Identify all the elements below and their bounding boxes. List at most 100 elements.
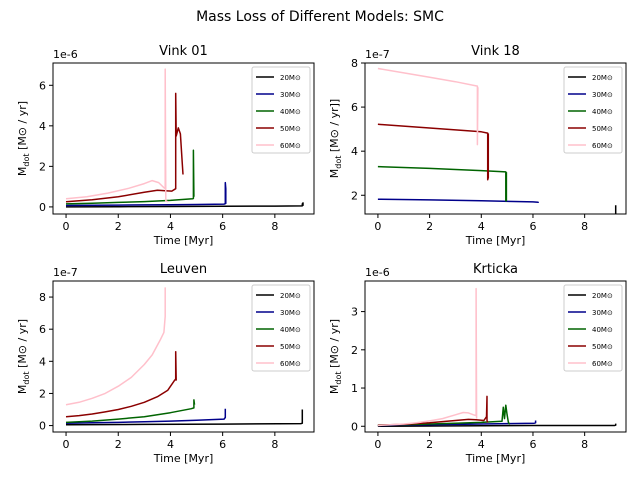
x-tick-label: 2 [115,220,122,233]
legend: 20M⊙ 30M⊙ 40M⊙ 50M⊙ 60M⊙ [251,284,311,372]
legend-label: 20M⊙ [280,74,301,82]
series-line-40msun [65,399,196,424]
series-line-20msun [377,423,617,428]
y-tick-label: 8 [351,57,358,70]
chart-title: Leuven [160,262,207,277]
y-tick-label: 4 [39,120,46,133]
y-tick-label: 3 [351,306,358,319]
chart-title: Vink 18 [471,44,520,59]
x-tick-label: 8 [581,220,588,233]
legend-label: 60M⊙ [280,360,301,368]
series-line-50msun [65,350,177,418]
series-line-50msun [377,395,489,426]
legend-label: 30M⊙ [280,309,301,317]
x-tick-label: 0 [63,438,70,451]
chart-panel-2: 0 2 4 6 8 2 4 6 8 Vink 18 1e-7 Time [Myr] Mdot [M⊙ /… [328,44,627,247]
legend-label: 50M⊙ [592,125,613,133]
legend-label: 50M⊙ [592,343,613,351]
legend: 20M⊙ 30M⊙ 40M⊙ 50M⊙ 60M⊙ [251,66,311,154]
series-lines [65,287,304,426]
axis-offset-text: 1e-7 [53,266,78,279]
x-tick-label: 6 [529,220,536,233]
x-tick-label: 2 [115,438,122,451]
y-tick-label: 8 [39,291,46,304]
x-tick-label: 6 [529,438,536,451]
y-tick-label: 4 [39,355,46,368]
y-tick-label: 0 [351,420,358,433]
x-axis-label: Time [Myr] [153,234,214,247]
x-tick-label: 6 [219,220,226,233]
series-lines [377,287,617,428]
axes-frame [52,62,315,215]
x-tick-label: 8 [271,220,278,233]
chart-title: Krticka [473,262,518,277]
legend-label: 30M⊙ [280,91,301,99]
y-axis-label: Mdot [M⊙ / yr] [16,101,31,176]
x-tick-label: 0 [374,220,381,233]
legend-label: 40M⊙ [592,326,613,334]
chart-panel-4: 0 2 4 6 8 0 1 2 3 Krticka 1e-6 Time [Myr] Mdot [M⊙ /… [328,262,627,465]
x-tick-label: 0 [374,438,381,451]
y-tick-label: 0 [39,420,46,433]
x-axis-label: Time [Myr] [465,452,526,465]
y-axis-label: Mdot [M⊙ / yr] [328,319,343,394]
axes-frame [52,280,315,433]
legend-label: 50M⊙ [280,125,301,133]
legend-label: 40M⊙ [592,108,613,116]
y-tick-label: 1 [351,382,358,395]
x-tick-label: 4 [167,220,174,233]
x-tick-label: 4 [167,438,174,451]
axes-frame [364,62,627,215]
legend-label: 20M⊙ [280,292,301,300]
legend-label: 20M⊙ [592,74,613,82]
x-axis-label: Time [Myr] [153,452,214,465]
y-tick-label: 6 [351,101,358,114]
x-tick-label: 2 [426,220,433,233]
y-tick-label: 4 [351,145,358,158]
x-tick-label: 8 [581,438,588,451]
x-tick-label: 6 [219,438,226,451]
y-axis-label: Mdot [M⊙ / yr]] [328,99,343,178]
legend-label: 60M⊙ [592,142,613,150]
x-tick-label: 8 [271,438,278,451]
legend: 20M⊙ 30M⊙ 40M⊙ 50M⊙ 60M⊙ [563,66,623,154]
legend-label: 50M⊙ [280,343,301,351]
series-line-50msun [377,123,490,181]
x-tick-label: 0 [63,220,70,233]
axis-offset-text: 1e-7 [365,48,390,61]
legend: 20M⊙ 30M⊙ 40M⊙ 50M⊙ 60M⊙ [563,284,623,372]
legend-label: 60M⊙ [280,142,301,150]
series-line-60msun [377,287,478,427]
x-axis-label: Time [Myr] [465,234,526,247]
y-tick-label: 2 [351,344,358,357]
axis-offset-text: 1e-6 [365,266,390,279]
legend-label: 60M⊙ [592,360,613,368]
legend-label: 30M⊙ [592,91,613,99]
chart-title: Vink 01 [159,44,208,59]
series-line-20msun [65,202,304,208]
series-lines [377,67,617,214]
legend-label: 20M⊙ [592,292,613,300]
series-line-50msun [65,92,184,203]
series-line-30msun [65,181,227,207]
series-line-60msun [65,287,166,406]
y-tick-label: 2 [39,387,46,400]
series-line-60msun [65,68,169,203]
y-tick-label: 2 [351,189,358,202]
series-line-60msun [377,67,479,146]
y-tick-label: 0 [39,201,46,214]
x-tick-label: 4 [478,438,485,451]
legend-label: 40M⊙ [280,108,301,116]
y-axis-label: Mdot [M⊙ / yr] [16,319,31,394]
series-line-20msun [65,409,304,426]
chart-panel-3: 0 2 4 6 8 0 2 4 6 8 Leuven 1e-7 Time [Myr] Mdot [M⊙ /… [16,262,315,465]
axis-offset-text: 1e-6 [53,48,78,61]
figure-title: Mass Loss of Different Models: SMC [196,9,444,25]
axes-frame [364,280,627,433]
chart-panel-1: 0 2 4 6 8 0 2 4 6 Vink 01 1e-6 Time [Myr] Mdot [M⊙ /… [16,44,315,247]
series-line-40msun [377,404,511,426]
series-line-30msun [377,198,539,204]
y-tick-label: 6 [39,79,46,92]
legend-label: 30M⊙ [592,309,613,317]
